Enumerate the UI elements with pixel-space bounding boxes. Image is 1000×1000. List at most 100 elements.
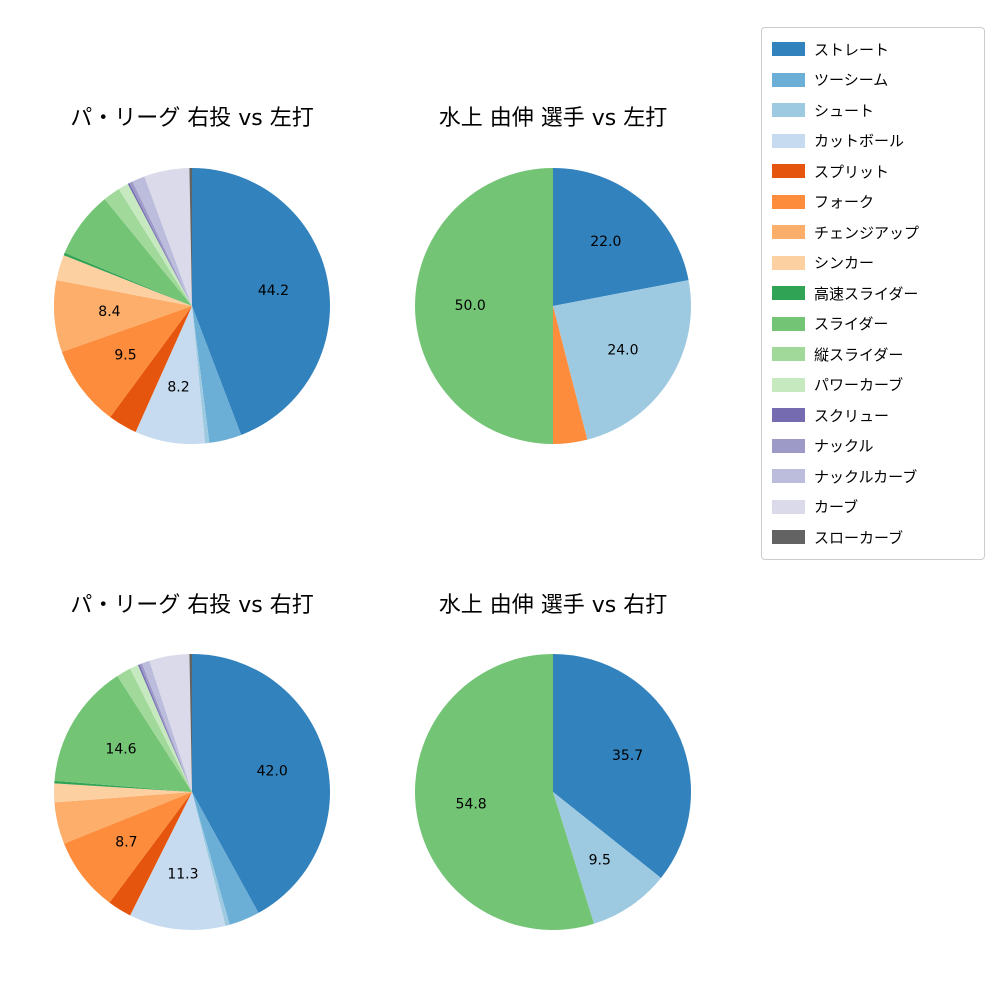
- legend-swatch: [772, 103, 805, 118]
- pie-slice-value-label: 11.3: [167, 866, 198, 882]
- legend-swatch: [772, 377, 805, 392]
- pie-slice: [192, 306, 242, 443]
- legend-swatch: [772, 469, 805, 484]
- legend-item-4: スプリット: [772, 156, 974, 187]
- pie-slice: [139, 663, 192, 792]
- pie-slice: [63, 252, 192, 306]
- pie-slice: [553, 280, 692, 440]
- pie-slice: [132, 176, 192, 306]
- legend-item-3: カットボール: [772, 126, 974, 157]
- pie-slice: [553, 306, 588, 444]
- pie-slice-value-label: 50.0: [455, 298, 486, 314]
- pie-slice: [553, 168, 689, 306]
- pie-slice: [104, 189, 192, 306]
- pie-slice-value-label: 22.0: [590, 234, 621, 250]
- pie-slice-value-label: 8.2: [167, 380, 189, 396]
- legend-label: カーブ: [814, 498, 859, 517]
- pie-slice-value-label: 9.5: [589, 852, 611, 868]
- legend-label: ナックルカーブ: [814, 467, 918, 486]
- pie-slice: [553, 654, 691, 878]
- legend-label: ストレート: [814, 40, 890, 59]
- legend-label: フォーク: [814, 193, 875, 212]
- legend-label: ナックル: [814, 437, 874, 456]
- pie-slice: [130, 665, 192, 792]
- pie-slice: [118, 183, 192, 306]
- pie-slice: [144, 168, 192, 306]
- legend-label: 縦スライダー: [814, 345, 904, 364]
- legend-label: シュート: [814, 101, 875, 120]
- pie-slice: [553, 792, 661, 924]
- legend-label: スローカーブ: [814, 528, 904, 547]
- pie-slice: [137, 664, 192, 792]
- legend-label: カットボール: [814, 132, 905, 151]
- pie-slice: [53, 280, 192, 352]
- pie-slice: [149, 654, 192, 792]
- legend-item-9: スライダー: [772, 309, 974, 340]
- legend-swatch: [772, 194, 805, 209]
- pie-slice: [129, 181, 192, 306]
- pie-slice: [415, 168, 553, 444]
- pie-slice: [54, 675, 193, 792]
- pie-slice: [54, 780, 192, 792]
- legend-item-7: シンカー: [772, 248, 974, 279]
- legend-swatch: [772, 286, 805, 301]
- legend-label: スクリュー: [814, 406, 890, 425]
- pie-slice: [414, 654, 594, 930]
- legend-item-15: カーブ: [772, 492, 974, 523]
- legend-item-14: ナックルカーブ: [772, 461, 974, 492]
- pie-chart-pa-league-vs-right: 42.0 11.3 8.7 14.6: [53, 653, 330, 931]
- pie-slice: [192, 654, 330, 913]
- pie-slice: [192, 792, 230, 926]
- pie-slice: [54, 792, 192, 844]
- chart-title-player-vs-right: 水上 由伸 選手 vs 右打: [438, 593, 668, 618]
- legend-swatch: [772, 255, 805, 270]
- legend-swatch: [772, 408, 805, 423]
- pie-slice: [189, 653, 192, 792]
- legend-swatch: [772, 316, 805, 331]
- legend-item-0: ストレート: [772, 34, 974, 65]
- legend-label: 高速スライダー: [814, 284, 919, 303]
- pie-slice-value-label: 24.0: [607, 342, 638, 358]
- legend-label: パワーカーブ: [814, 376, 904, 395]
- legend-swatch: [772, 42, 805, 57]
- legend-swatch: [772, 438, 805, 453]
- pie-chart-player-vs-right: 35.7 9.5 54.8: [414, 654, 691, 930]
- pie-slice: [192, 168, 331, 435]
- legend-item-10: 縦スライダー: [772, 339, 974, 370]
- legend-swatch: [772, 530, 805, 545]
- pie-slice: [127, 183, 192, 306]
- pie-slice: [53, 783, 193, 803]
- pie-slice: [109, 792, 192, 916]
- legend-swatch: [772, 347, 805, 362]
- pie-slice: [192, 792, 259, 925]
- pie-slice-value-label: 54.8: [456, 796, 487, 812]
- pie-slice: [56, 255, 192, 306]
- legend-label: ツーシーム: [814, 71, 889, 90]
- chart-title-player-vs-left: 水上 由伸 選手 vs 左打: [438, 106, 668, 131]
- legend-label: スプリット: [814, 162, 890, 181]
- pie-slice-value-label: 9.5: [114, 347, 136, 363]
- pie-slice-value-label: 44.2: [258, 283, 289, 299]
- legend-item-16: スローカーブ: [772, 522, 974, 553]
- pie-slice: [64, 199, 192, 306]
- legend-swatch: [772, 164, 805, 179]
- legend-item-5: フォーク: [772, 187, 974, 218]
- pie-slice: [189, 167, 192, 306]
- legend-item-12: スクリュー: [772, 400, 974, 431]
- legend-swatch: [772, 133, 805, 148]
- pie-chart-pa-league-vs-left: 44.2 8.2 9.5 8.4: [53, 167, 331, 445]
- legend-item-2: シュート: [772, 95, 974, 126]
- pie-slice: [110, 306, 192, 432]
- legend-swatch: [772, 225, 805, 240]
- legend-swatch: [772, 499, 805, 514]
- pie-slice-value-label: 8.7: [115, 835, 137, 851]
- legend: ストレートツーシームシュートカットボール スプリットフォークチェンジアップ シンカー…: [761, 27, 985, 560]
- legend-item-13: ナックル: [772, 431, 974, 462]
- pie-slice: [61, 306, 193, 418]
- pie-slice-value-label: 42.0: [257, 763, 288, 779]
- legend-item-6: チェンジアップ: [772, 217, 974, 248]
- pie-slice-value-label: 8.4: [98, 304, 120, 320]
- pie-slice: [130, 792, 226, 931]
- legend-swatch: [772, 72, 805, 87]
